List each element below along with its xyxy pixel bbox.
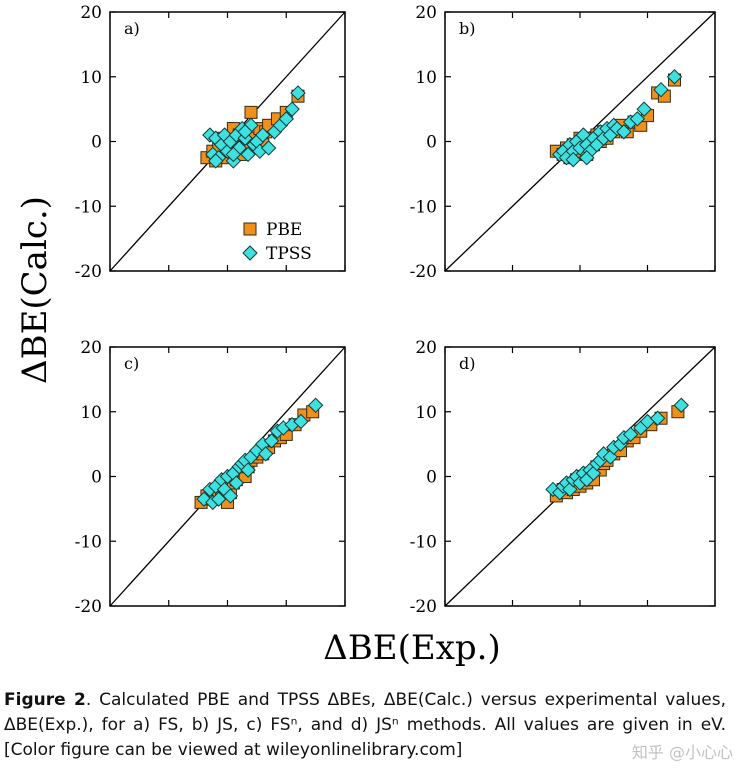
x-axis-label: ΔBE(Exp.) [323,628,500,668]
y-tick-label: -20 [75,262,102,282]
y-axis-label: ΔBE(Calc.) [15,196,55,384]
tpss-point [222,488,239,504]
y-tick-label: -10 [410,197,437,217]
y-tick-label: 10 [415,403,437,423]
tpss-point [225,146,242,163]
tpss-point [240,462,256,478]
y-tick-label: -10 [75,197,102,217]
tpss-point [284,101,300,117]
y-tick-label: 20 [415,3,437,23]
panel-4: -20 -10 0 10 20 d) [410,338,716,617]
panel-2: -20 -10 0 10 20 b) [410,3,716,282]
y-tick-label: 10 [80,403,102,423]
panel-3: -20 -10 0 10 20 c) [75,338,346,617]
watermark: 知乎 @小心心 [631,743,733,762]
tpss-point [278,111,294,127]
tpss-point [629,111,646,127]
panel-label: a) [124,19,140,38]
tpss-point [237,124,253,140]
panel-label: d) [459,354,475,373]
panel-1: -20 -10 0 10 20 a) PBE TPSS [75,3,346,282]
panel-label: b) [459,19,475,38]
y-tick-label: 10 [415,68,437,88]
tpss-point [257,446,274,462]
y-tick-label: 0 [91,468,102,488]
tpss-point [263,433,280,449]
legend-label: TPSS [266,244,312,264]
y-tick-label: 20 [80,338,102,358]
figure-canvas: ΔBE(Calc.) ΔBE(Exp.) -20 -10 0 10 20 a) PBE TPS… [15,3,716,668]
figure-caption: Figure 2. Calculated PBE and TPSS ΔBEs, … [4,688,726,763]
legend-pbe-marker [243,222,257,236]
y-tick-label: 0 [426,133,437,153]
tpss-point [307,397,324,413]
y-tick-label: 20 [415,338,437,358]
y-tick-label: 0 [91,133,102,153]
legend-label: PBE [266,220,302,240]
y-tick-label: -20 [410,262,437,282]
tpss-point [673,397,689,413]
y-tick-label: 20 [80,3,102,23]
tpss-point [210,491,227,507]
tpss-point [240,146,256,163]
y-tick-label: -10 [75,532,102,552]
tpss-point [255,127,271,143]
tpss-point [616,124,632,140]
legend-tpss-marker [242,245,258,261]
tpss-point [636,101,652,117]
tpss-point [260,140,277,156]
panel-label: c) [124,354,139,373]
tpss-point [565,151,581,168]
caption-label: Figure 2 [4,690,86,710]
legend: PBE TPSS [242,220,312,264]
y-tick-label: 0 [426,468,437,488]
caption-text: . Calculated PBE and TPSS ΔBEs, ΔBE(Calc… [4,690,726,760]
tpss-point [208,153,224,169]
y-tick-label: -10 [410,532,437,552]
y-tick-label: -20 [75,597,102,617]
tpss-point [649,410,666,426]
tpss-point [653,81,669,98]
tpss-point [579,149,595,166]
tpss-point [290,85,306,101]
y-tick-label: -20 [410,597,437,617]
tpss-point [666,69,683,85]
y-tick-label: 10 [80,68,102,88]
pbe-point [244,105,258,119]
tpss-point [228,475,245,491]
tpss-point [293,413,309,430]
tpss-point [622,426,639,443]
